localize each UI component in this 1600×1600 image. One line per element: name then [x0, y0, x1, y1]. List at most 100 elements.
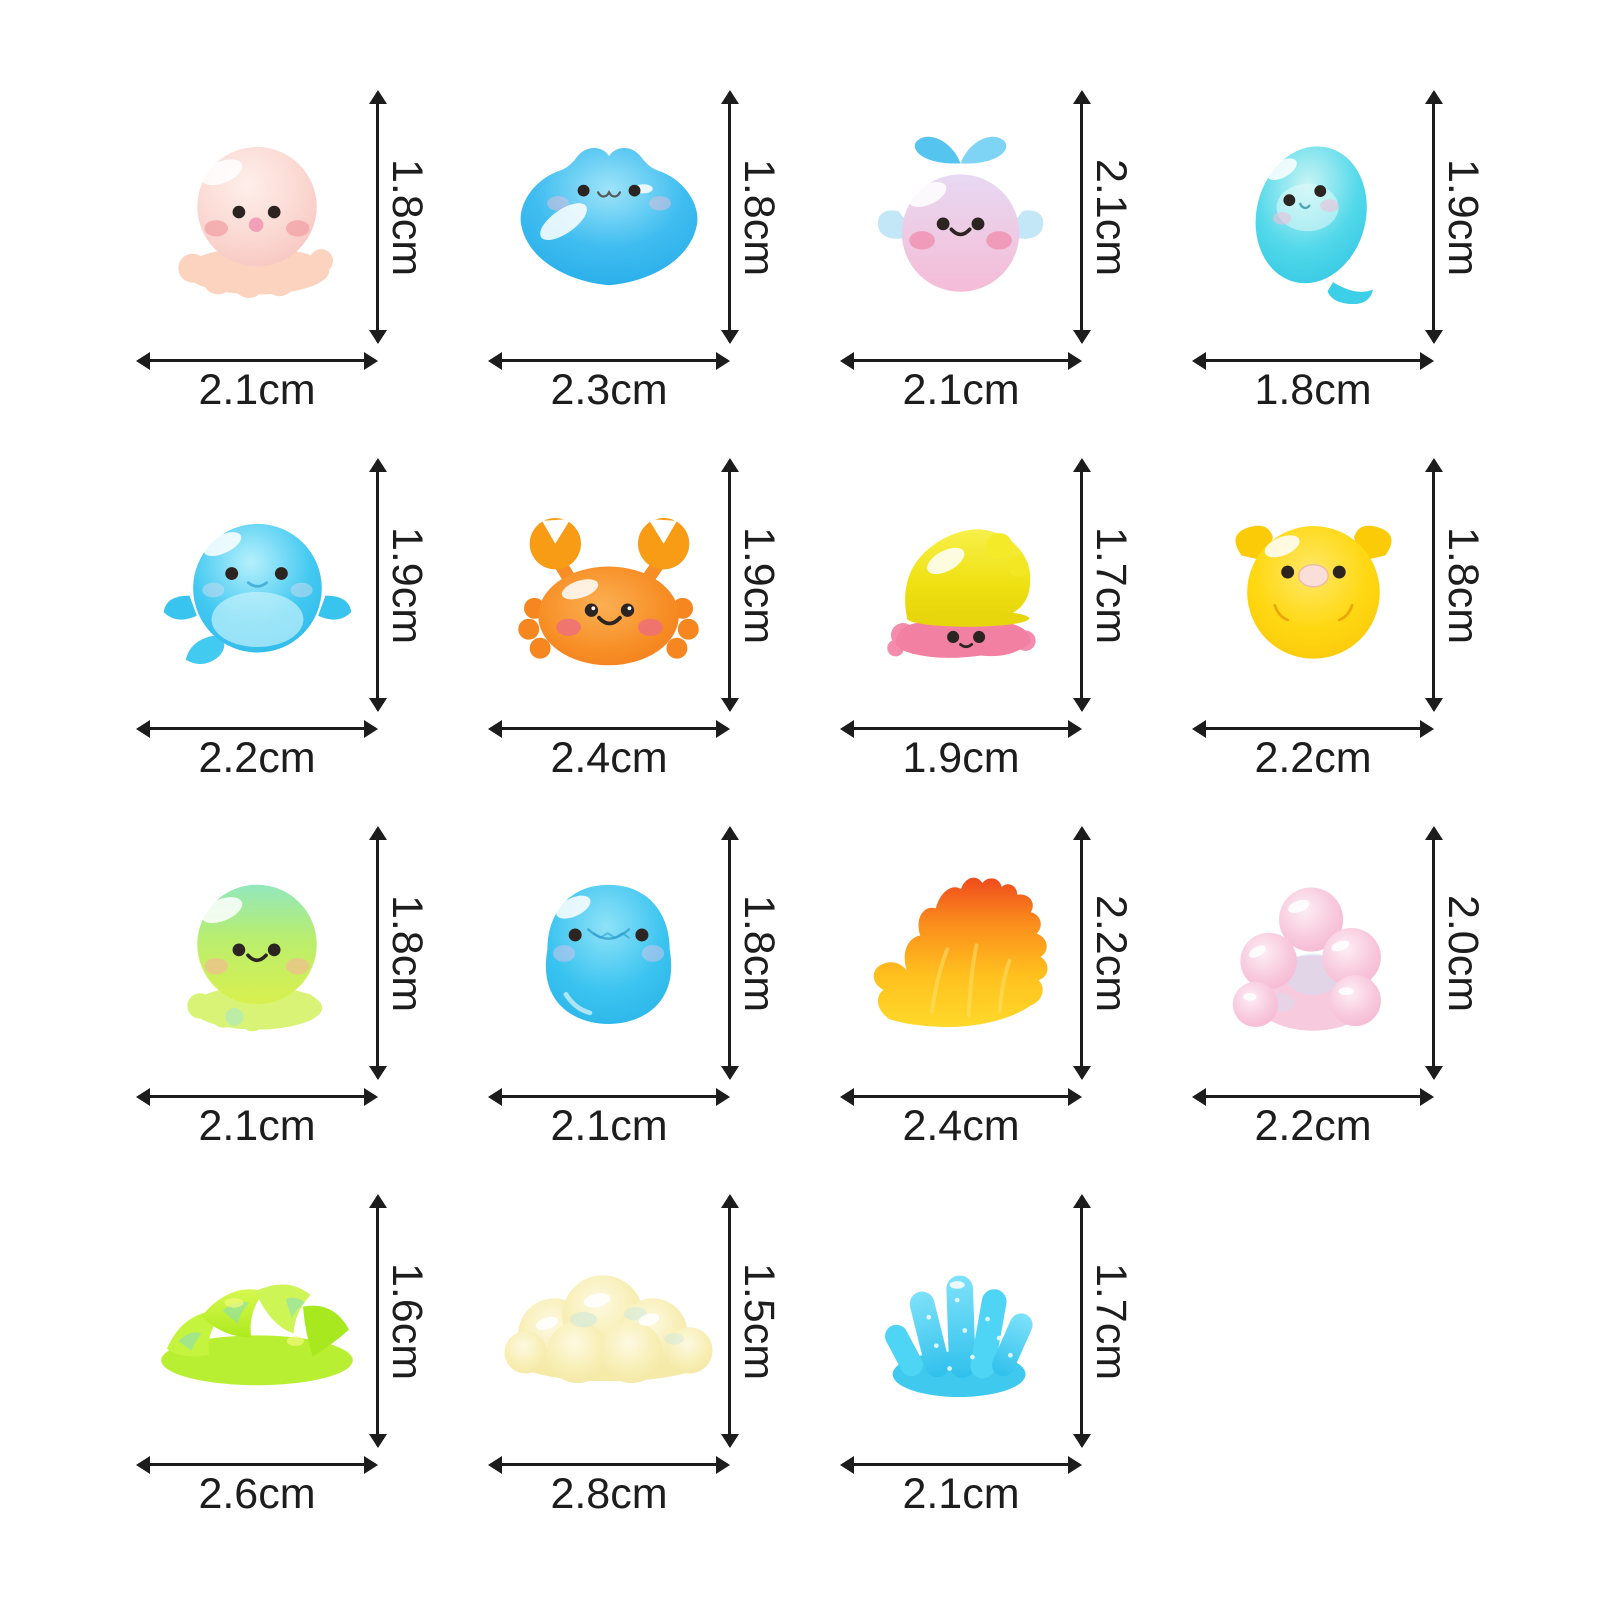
figurine-pink-coral	[1232, 887, 1381, 1031]
height-arrow	[728, 828, 731, 1078]
height-label: 1.6cm	[383, 1262, 432, 1380]
figurine-box	[490, 1192, 728, 1450]
width-label: 2.1cm	[902, 1470, 1020, 1518]
height-arrow	[376, 92, 379, 342]
height-dimension: 1.8cm	[1432, 456, 1491, 714]
height-arrow	[728, 460, 731, 710]
height-label: 1.5cm	[735, 1262, 784, 1380]
figurine-box	[490, 456, 728, 714]
figurine-box	[842, 1192, 1080, 1450]
width-label: 2.1cm	[902, 366, 1020, 414]
size-cell-blue-shark: 1.8cm 2.1cm	[490, 824, 842, 1192]
figurine-orange-crab	[518, 517, 699, 665]
height-arrow	[376, 828, 379, 1078]
size-cell-green-coral: 1.6cm 2.6cm	[138, 1192, 490, 1560]
figurine-box	[842, 824, 1080, 1082]
height-label: 1.9cm	[1439, 158, 1488, 276]
height-arrow	[1080, 92, 1083, 342]
height-arrow	[1080, 1196, 1083, 1446]
width-arrow	[138, 727, 376, 730]
height-dimension: 1.9cm	[1432, 88, 1491, 346]
width-arrow	[490, 1463, 728, 1466]
height-dimension: 2.2cm	[1080, 824, 1139, 1082]
height-label: 1.8cm	[383, 158, 432, 276]
figurine-blue-shark	[545, 884, 672, 1024]
width-label: 2.8cm	[550, 1470, 668, 1518]
figurine-box	[842, 88, 1080, 346]
figurine-hermit-crab	[887, 528, 1036, 658]
height-label: 1.9cm	[383, 526, 432, 644]
width-arrow	[842, 359, 1080, 362]
width-label: 2.4cm	[902, 1102, 1020, 1150]
figurine-box	[138, 88, 376, 346]
height-label: 1.9cm	[735, 526, 784, 644]
width-label: 2.3cm	[550, 366, 668, 414]
height-label: 2.0cm	[1439, 894, 1488, 1012]
figurine-yellow-puffer	[1235, 525, 1392, 659]
height-dimension: 1.5cm	[728, 1192, 787, 1450]
width-label: 2.2cm	[1254, 1102, 1372, 1150]
height-dimension: 1.9cm	[728, 456, 787, 714]
height-arrow	[1432, 92, 1435, 342]
width-label: 2.1cm	[198, 1102, 316, 1150]
height-label: 1.8cm	[735, 158, 784, 276]
figurine-cyan-seal	[1255, 145, 1374, 304]
width-arrow	[490, 727, 728, 730]
figurine-box	[842, 456, 1080, 714]
height-dimension: 1.8cm	[728, 824, 787, 1082]
size-cell-yellow-puffer: 1.8cm 2.2cm	[1194, 456, 1546, 824]
height-arrow	[1080, 460, 1083, 710]
height-dimension: 1.7cm	[1080, 456, 1139, 714]
width-label: 2.1cm	[550, 1102, 668, 1150]
figurine-box	[138, 824, 376, 1082]
width-arrow	[138, 1095, 376, 1098]
figurine-yellow-coral	[504, 1275, 713, 1384]
figurine-box	[1194, 824, 1432, 1082]
height-arrow	[728, 92, 731, 342]
height-label: 1.7cm	[1087, 1262, 1136, 1380]
height-label: 2.1cm	[1087, 158, 1136, 276]
figurine-orange-coral	[873, 877, 1048, 1028]
size-cell-orange-crab: 1.9cm 2.4cm	[490, 456, 842, 824]
height-label: 1.8cm	[1439, 526, 1488, 644]
height-label: 2.2cm	[1087, 894, 1136, 1012]
size-cell-orange-coral: 2.2cm 2.4cm	[842, 824, 1194, 1192]
width-label: 2.2cm	[1254, 734, 1372, 782]
width-arrow	[1194, 359, 1432, 362]
width-arrow	[138, 359, 376, 362]
height-arrow	[1432, 828, 1435, 1078]
size-cell-yellow-coral: 1.5cm 2.8cm	[490, 1192, 842, 1560]
height-dimension: 1.9cm	[376, 456, 435, 714]
height-arrow	[376, 460, 379, 710]
height-dimension: 1.7cm	[1080, 1192, 1139, 1450]
height-arrow	[728, 1196, 731, 1446]
height-dimension: 1.8cm	[376, 88, 435, 346]
width-arrow	[1194, 1095, 1432, 1098]
size-cell-purple-whale: 2.1cm 2.1cm	[842, 88, 1194, 456]
figurine-box	[490, 88, 728, 346]
size-cell-pink-coral: 2.0cm 2.2cm	[1194, 824, 1546, 1192]
height-label: 1.8cm	[383, 894, 432, 1012]
size-cell-blue-ray: 1.8cm 2.3cm	[490, 88, 842, 456]
height-label: 1.8cm	[735, 894, 784, 1012]
width-arrow	[138, 1463, 376, 1466]
height-dimension: 1.6cm	[376, 1192, 435, 1450]
figurine-purple-whale	[877, 136, 1044, 292]
height-dimension: 1.8cm	[728, 88, 787, 346]
height-dimension: 1.8cm	[376, 824, 435, 1082]
width-label: 2.6cm	[198, 1470, 316, 1518]
height-arrow	[1080, 828, 1083, 1078]
height-label: 1.7cm	[1087, 526, 1136, 644]
width-label: 2.4cm	[550, 734, 668, 782]
figurine-box	[1194, 456, 1432, 714]
width-arrow	[842, 1463, 1080, 1466]
height-arrow	[376, 1196, 379, 1446]
figurine-blue-ray	[520, 148, 697, 286]
figurine-pink-octopus	[178, 146, 333, 298]
figurine-box	[1194, 88, 1432, 346]
figurine-green-octopus	[187, 884, 323, 1031]
width-label: 2.1cm	[198, 366, 316, 414]
figurine-box	[490, 824, 728, 1082]
width-arrow	[490, 1095, 728, 1098]
